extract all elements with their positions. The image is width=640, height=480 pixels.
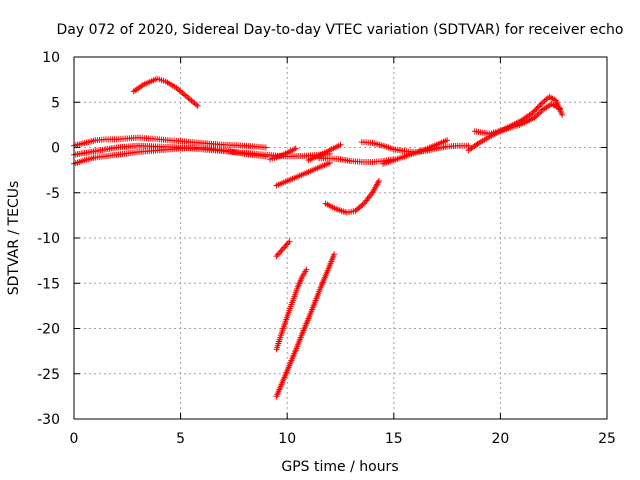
series-arc-base-upper [71,134,269,151]
series-arc-morning-high [130,75,201,109]
data-point [262,144,269,151]
data-marker [283,241,290,248]
data-point [559,111,566,118]
data-marker [530,108,537,115]
data-point [531,114,538,121]
x-tick-label: 10 [278,431,296,447]
data-marker [359,201,366,208]
data-point [286,238,293,245]
y-tick-label: -20 [37,322,60,338]
data-points [71,75,566,400]
data-marker [281,244,288,251]
data-marker [274,251,281,258]
data-point [375,177,382,184]
data-marker [537,101,544,108]
data-marker [277,248,284,255]
x-axis-label: GPS time / hours [281,459,398,475]
y-axis-label: SDTVAR / TECUs [6,181,22,296]
series-arc-midday-3 [305,141,344,164]
x-tick-label: 25 [598,431,616,447]
data-marker [536,103,543,110]
data-point [303,266,310,273]
data-point [444,137,451,144]
y-tick-label: -10 [37,231,60,247]
plot-frame [73,56,608,420]
x-tick-label: 5 [176,431,185,447]
data-marker [276,250,283,257]
data-marker [282,242,289,249]
data-marker [285,240,292,247]
data-point [194,102,201,109]
y-tick-label: 0 [51,141,60,157]
data-marker [534,104,541,111]
series-arc-midday [273,159,333,189]
data-point [262,153,269,160]
data-point [279,245,286,252]
data-marker [537,109,544,116]
y-tick-label: -15 [37,276,60,292]
y-tick-label: 5 [51,95,60,111]
data-marker [532,113,539,120]
data-point [273,253,280,260]
x-tick-label: 15 [385,431,403,447]
series-arc-base-lower [71,144,269,167]
data-point [557,105,564,112]
x-tick-labels: 0 5 10 15 20 25 [70,431,616,447]
data-point [292,145,299,152]
series-arc-mid-short [267,145,299,163]
data-marker [533,106,540,113]
x-tick-label: 0 [70,431,79,447]
y-tick-label: 10 [42,50,60,66]
series-arc-afternoon-2 [380,137,451,167]
data-marker [278,247,285,254]
data-marker [534,111,541,118]
data-marker [538,107,545,114]
x-tick-label: 20 [491,431,509,447]
series-arc-steep-a [273,251,338,400]
y-tick-label: -5 [46,186,60,202]
y-tick-labels: 10 5 0 -5 -10 -15 -20 -25 -30 [37,50,60,428]
series-arc-dip [322,177,382,216]
data-point [529,110,536,117]
series-arc-short-low [273,238,293,260]
data-point [337,141,344,148]
y-tick-label: -30 [37,412,60,428]
data-point [331,251,338,258]
data-marker [532,107,539,114]
data-marker [538,100,545,107]
y-tick-label: -25 [37,367,60,383]
data-marker [535,110,542,117]
series-arc-evening-2 [471,101,564,137]
chart-title: Day 072 of 2020, Sidereal Day-to-day VTE… [57,22,624,38]
series-arc-steep-b [273,266,310,353]
